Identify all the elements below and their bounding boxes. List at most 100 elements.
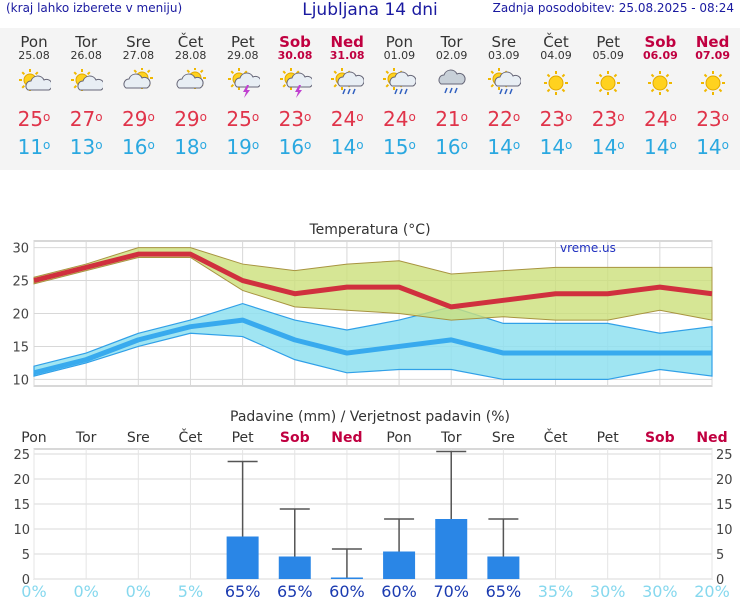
- precip-probability: 65%: [225, 582, 261, 600]
- top-bar: (kraj lahko izberete v meniju) Ljubljana…: [0, 0, 740, 24]
- max-temp-value: 23: [696, 107, 722, 131]
- precip-probability: 0%: [126, 582, 151, 600]
- day-date: 29.08: [227, 49, 259, 62]
- degree-sign: o: [565, 110, 573, 124]
- min-temp-value: 11: [17, 135, 44, 159]
- day-date: 05.09: [592, 49, 624, 62]
- degree-sign: o: [356, 110, 364, 124]
- precip-day-label: Tor: [440, 430, 462, 446]
- precip-probability: 5%: [178, 582, 203, 600]
- day-name: Pon: [20, 33, 48, 51]
- max-temp: 29o: [112, 108, 164, 130]
- max-temp: 24o: [373, 108, 425, 130]
- day-column: Tor 02.09 21o 16o: [426, 28, 478, 158]
- precip-day-label: Pet: [597, 430, 620, 446]
- precip-probability: 65%: [277, 582, 313, 600]
- sun-icon: [596, 71, 621, 95]
- temperature-y-tick: 25: [12, 275, 29, 290]
- min-temp-value: 16: [121, 135, 148, 159]
- precip-y-tick-left: 15: [13, 498, 30, 513]
- day-name: Sob: [279, 33, 311, 51]
- precip-day-label: Pon: [21, 430, 46, 446]
- min-temp-value: 13: [69, 135, 96, 159]
- watermark: vreme.us: [560, 241, 616, 255]
- max-temp: 23o: [530, 108, 582, 130]
- day-column: Ned 07.09 23o 14o: [687, 28, 739, 158]
- max-temp: 24o: [634, 108, 686, 130]
- degree-sign: o: [408, 110, 416, 124]
- max-temp: 27o: [60, 108, 112, 130]
- precip-probability: 35%: [538, 582, 574, 600]
- min-temp-line: [33, 317, 712, 376]
- min-temp: 14o: [478, 136, 530, 158]
- degree-sign: o: [304, 110, 312, 124]
- max-temp-value: 24: [382, 107, 409, 131]
- precip-y-tick-left: 25: [13, 448, 30, 463]
- degree-sign: o: [721, 110, 729, 124]
- degree-sign: o: [95, 138, 103, 152]
- max-temp-value: 22: [487, 107, 513, 131]
- degree-sign: o: [617, 110, 625, 124]
- precip-y-tick-left: 10: [13, 523, 30, 538]
- max-temp-value: 27: [69, 107, 96, 131]
- precip-bar: [278, 556, 311, 579]
- day-date: 27.08: [122, 49, 155, 62]
- min-temp: 16o: [112, 136, 164, 158]
- precipitation-chart-title: Padavine (mm) / Verjetnost padavin (%): [230, 409, 510, 425]
- min-temp-value: 18: [174, 135, 200, 159]
- day-name: Sre: [491, 33, 517, 51]
- min-temp-value: 19: [226, 135, 252, 159]
- precip-bar: [226, 536, 259, 579]
- day-date: 30.08: [277, 49, 313, 62]
- degree-sign: o: [512, 138, 521, 152]
- day-date: 26.08: [70, 49, 102, 62]
- sun-cloud-rain-icon: [331, 68, 365, 95]
- day-column: Sob 30.08 23o 16o: [269, 28, 321, 158]
- min-temp-value: 14: [487, 135, 513, 159]
- max-temp-value: 23: [278, 107, 305, 131]
- temperature-y-tick: 10: [12, 373, 29, 388]
- precip-day-label: Čet: [179, 428, 203, 446]
- degree-sign: o: [147, 110, 155, 124]
- day-date: 28.08: [174, 49, 207, 62]
- precip-bar: [487, 556, 520, 579]
- day-name: Ned: [695, 33, 730, 51]
- last-update: Zadnja posodobitev: 25.08.2025 - 08:24: [492, 1, 734, 15]
- day-date: 01.09: [383, 49, 416, 62]
- min-temp: 14o: [582, 136, 634, 158]
- precip-bar: [435, 519, 468, 579]
- min-temp-value: 16: [435, 135, 461, 159]
- degree-sign: o: [512, 110, 521, 124]
- max-temp-value: 23: [539, 107, 566, 131]
- charts: Temperatura (°C) 10 15 20 25 30 vreme.us Padavi…: [12, 222, 733, 600]
- sun-cloud-icon: [71, 69, 104, 91]
- day-name: Tor: [440, 33, 463, 51]
- day-column: Tor 26.08 27o 13o: [60, 28, 112, 158]
- min-temp: 16o: [269, 136, 321, 158]
- precip-y-tick-right: 20: [716, 473, 733, 488]
- min-temp-value: 16: [278, 135, 305, 159]
- max-temp: 25o: [8, 108, 60, 130]
- location-hint[interactable]: (kraj lahko izberete v meniju): [6, 1, 183, 15]
- temperature-y-tick: 20: [12, 308, 29, 323]
- degree-sign: o: [251, 138, 260, 152]
- day-column: Ned 31.08 24o 14o: [321, 28, 373, 158]
- day-name: Čet: [177, 33, 204, 51]
- degree-sign: o: [565, 138, 573, 152]
- day-date: 31.08: [329, 49, 365, 62]
- max-temp-value: 25: [17, 107, 44, 131]
- max-temp-value: 25: [226, 107, 252, 131]
- precip-probability: 60%: [329, 582, 365, 600]
- day-date: 02.09: [435, 49, 468, 62]
- min-temp: 19o: [217, 136, 269, 158]
- precip-day-label: Pon: [386, 430, 411, 446]
- degree-sign: o: [43, 138, 51, 152]
- max-temp-band: [33, 247, 713, 321]
- precip-probability: 30%: [642, 582, 678, 600]
- cloud-sun-icon: [176, 68, 206, 89]
- temperature-chart-title: Temperatura (°C): [308, 222, 430, 238]
- daily-forecast-strip: Pon 25.08 25o 11o Tor 26.08 27o 13o Sre 27.08 29o 1…: [0, 28, 740, 170]
- degree-sign: o: [356, 138, 364, 152]
- degree-sign: o: [460, 110, 468, 124]
- precip-day-label: Sob: [645, 430, 675, 446]
